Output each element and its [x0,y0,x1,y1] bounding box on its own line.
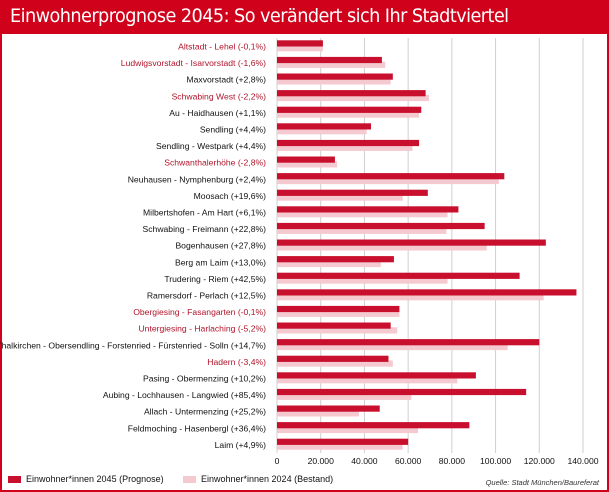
category-label: Neuhausen - Nymphenburg (+2,4%) [128,174,266,184]
source-note: Quelle: Stadt München/Baureferat [485,478,599,487]
bar-2024 [277,426,418,434]
category-label: Feldmoching - Hasenbergl (+36,4%) [128,423,266,433]
category-label: Pasing - Obermenzing (+10,2%) [143,374,266,384]
bar-2045 [277,372,476,379]
bar-2045 [277,305,400,313]
bar-2024 [277,277,448,284]
bar-2024 [277,294,544,301]
category-label: Ramersdorf - Perlach (+12,5%) [147,291,266,301]
bar-2024 [277,393,412,400]
bar-2024 [277,45,323,52]
bar-2045 [277,173,505,180]
category-label: Maxvorstadt (+2,8%) [186,75,266,85]
bar-2024 [277,410,359,417]
bar-2024 [277,260,381,268]
bar-2024 [277,94,429,102]
bar-2024 [277,310,400,317]
category-label: Aubing - Lochhausen - Langwied (+85,4%) [103,390,266,400]
legend-label-2024: Einwohner*innen 2024 (Bestand) [201,474,334,484]
x-tick-label: 80.000 [439,456,466,466]
category-label: Allach - Untermenzing (+25,2%) [144,407,266,417]
bar-2045 [277,156,335,163]
bar-2024 [277,343,508,351]
bar-2024 [277,194,403,201]
category-label: Milbertshofen - Am Hart (+6,1%) [143,208,266,218]
category-label: Untergiesing - Harlaching (-5,2%) [138,324,266,334]
category-label: Sendling (+4,4%) [200,125,266,135]
bar-2045 [277,40,323,47]
bar-2045 [277,222,485,230]
bar-2024 [277,177,499,185]
category-label: Schwanthalerhöhe (-2,8%) [164,158,266,168]
bar-2024 [277,227,447,234]
bar-2045 [277,388,527,396]
bar-2045 [277,206,459,213]
bar-2024 [277,360,393,367]
category-label: Laim (+4,9%) [215,440,266,450]
bar-2045 [277,90,426,97]
x-tick-label: 20.000 [308,456,335,466]
bar-2045 [277,139,420,147]
bar-2045 [277,438,409,445]
bar-2024 [277,61,386,68]
category-label: Ludwigsvorstadt - Isarvorstadt (-1,6%) [121,58,266,68]
category-label: Au - Haidhausen (+1,1%) [169,108,266,118]
bar-2024 [277,327,398,334]
category-label: Thalkirchen - Obersendling - Forstenried… [0,340,266,350]
bar-2045 [277,73,393,80]
category-label: Sendling - Westpark (+4,4%) [156,141,266,151]
chart-title: Einwohnerprognose 2045: So verändert sic… [10,5,509,27]
bar-2045 [277,256,394,263]
bar-2024 [277,377,458,384]
bar-2024 [277,443,403,450]
bar-2045 [277,239,546,246]
bar-2045 [277,123,371,130]
bar-2045 [277,405,380,412]
category-label: Schwabing West (-2,2%) [172,91,267,101]
bar-2045 [277,355,389,362]
category-label: Moosach (+19,6%) [194,191,267,201]
category-label: Trudering - Riem (+42,5%) [164,274,266,284]
category-label: Altstadt - Lehel (-0,1%) [178,42,266,52]
bar-2024 [277,128,367,135]
bar-2024 [277,78,391,85]
legend-swatch-2045 [8,476,21,483]
bar-2024 [277,244,487,251]
x-tick-label: 140.000 [567,456,598,466]
bar-2045 [277,339,540,346]
x-tick-label: 40.000 [351,456,378,466]
x-tick-label: 0 [275,456,280,466]
bar-2024 [277,144,413,151]
bar-2024 [277,161,338,168]
title-bar: Einwohnerprognose 2045: So verändert sic… [2,2,607,34]
x-tick-label: 100.000 [480,456,511,466]
bar-2045 [277,189,428,196]
x-tick-label: 120.000 [524,456,555,466]
category-label: Schwabing - Freimann (+22,8%) [143,224,267,234]
x-tick-label: 60.000 [395,456,422,466]
bar-2045 [277,322,391,329]
bar-2045 [277,272,520,279]
bar-2024 [277,211,448,218]
legend-swatch-2024 [183,476,196,483]
category-label: Bogenhausen (+27,8%) [175,241,266,251]
bar-2024 [277,111,420,118]
category-label: Hadern (-3,4%) [207,357,266,367]
bar-2045 [277,106,422,113]
category-label: Obergiesing - Fasangarten (-0,1%) [133,307,266,317]
bar-2045 [277,56,382,64]
bar-2045 [277,289,577,296]
bar-2045 [277,422,470,429]
legend-label-2045: Einwohner*innen 2045 (Prognose) [26,474,164,484]
category-label: Berg am Laim (+13,0%) [175,257,266,267]
